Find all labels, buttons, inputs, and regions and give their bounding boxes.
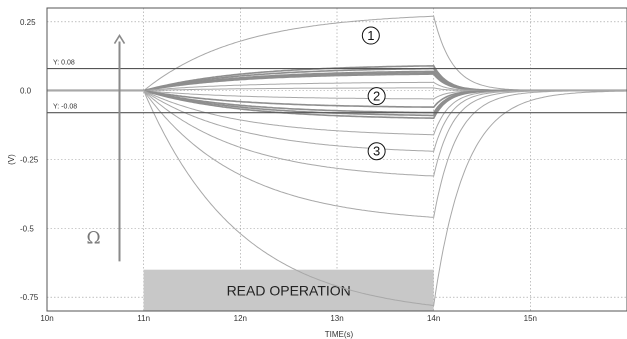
series-layer <box>47 15 627 307</box>
y-tick-label: -0.5 <box>20 224 34 233</box>
y-marker-label-1: Y: 0.08 <box>53 60 75 67</box>
x-tick-label: 11n <box>137 314 150 323</box>
callout-circle-3 <box>367 142 386 161</box>
x-tick-label: 15n <box>524 314 537 323</box>
marker-layer: Y: 0.08 Y: -0.08 <box>47 60 627 114</box>
y-tick-label: -0.25 <box>20 156 39 165</box>
annotation-layer: Ω 1 2 3 <box>87 26 386 262</box>
y-axis-title: (V) <box>7 154 16 165</box>
callout-number-3: 3 <box>373 144 380 159</box>
y-tick-label: 0.0 <box>20 87 32 96</box>
y-marker-label-2: Y: -0.08 <box>53 104 77 111</box>
callout-number-1: 1 <box>367 28 374 43</box>
x-tick-label: 14n <box>427 314 440 323</box>
x-tick-label: 12n <box>234 314 247 323</box>
x-tick-label: 10n <box>40 314 53 323</box>
read-operation-region: READ OPERATION <box>143 269 434 311</box>
axis-layer: 0.25 0.0 -0.25 -0.5 -0.75 10n 11n 12n 13n 14n 15n T… <box>7 7 627 339</box>
callout-number-2: 2 <box>373 89 380 104</box>
x-tick-label: 13n <box>330 314 343 323</box>
omega-arrow-head <box>113 34 126 44</box>
callout-circle-2 <box>367 87 386 106</box>
y-tick-label: -0.75 <box>20 293 39 302</box>
read-operation-box <box>143 269 434 311</box>
read-operation-label: READ OPERATION <box>227 282 351 298</box>
callout-circle-1 <box>361 26 380 45</box>
y-tick-label: 0.25 <box>20 18 36 27</box>
omega-label: Ω <box>87 229 101 249</box>
x-axis-title: TIME(s) <box>325 330 354 339</box>
series-line-18 <box>47 90 627 307</box>
plot-frame <box>46 7 627 312</box>
